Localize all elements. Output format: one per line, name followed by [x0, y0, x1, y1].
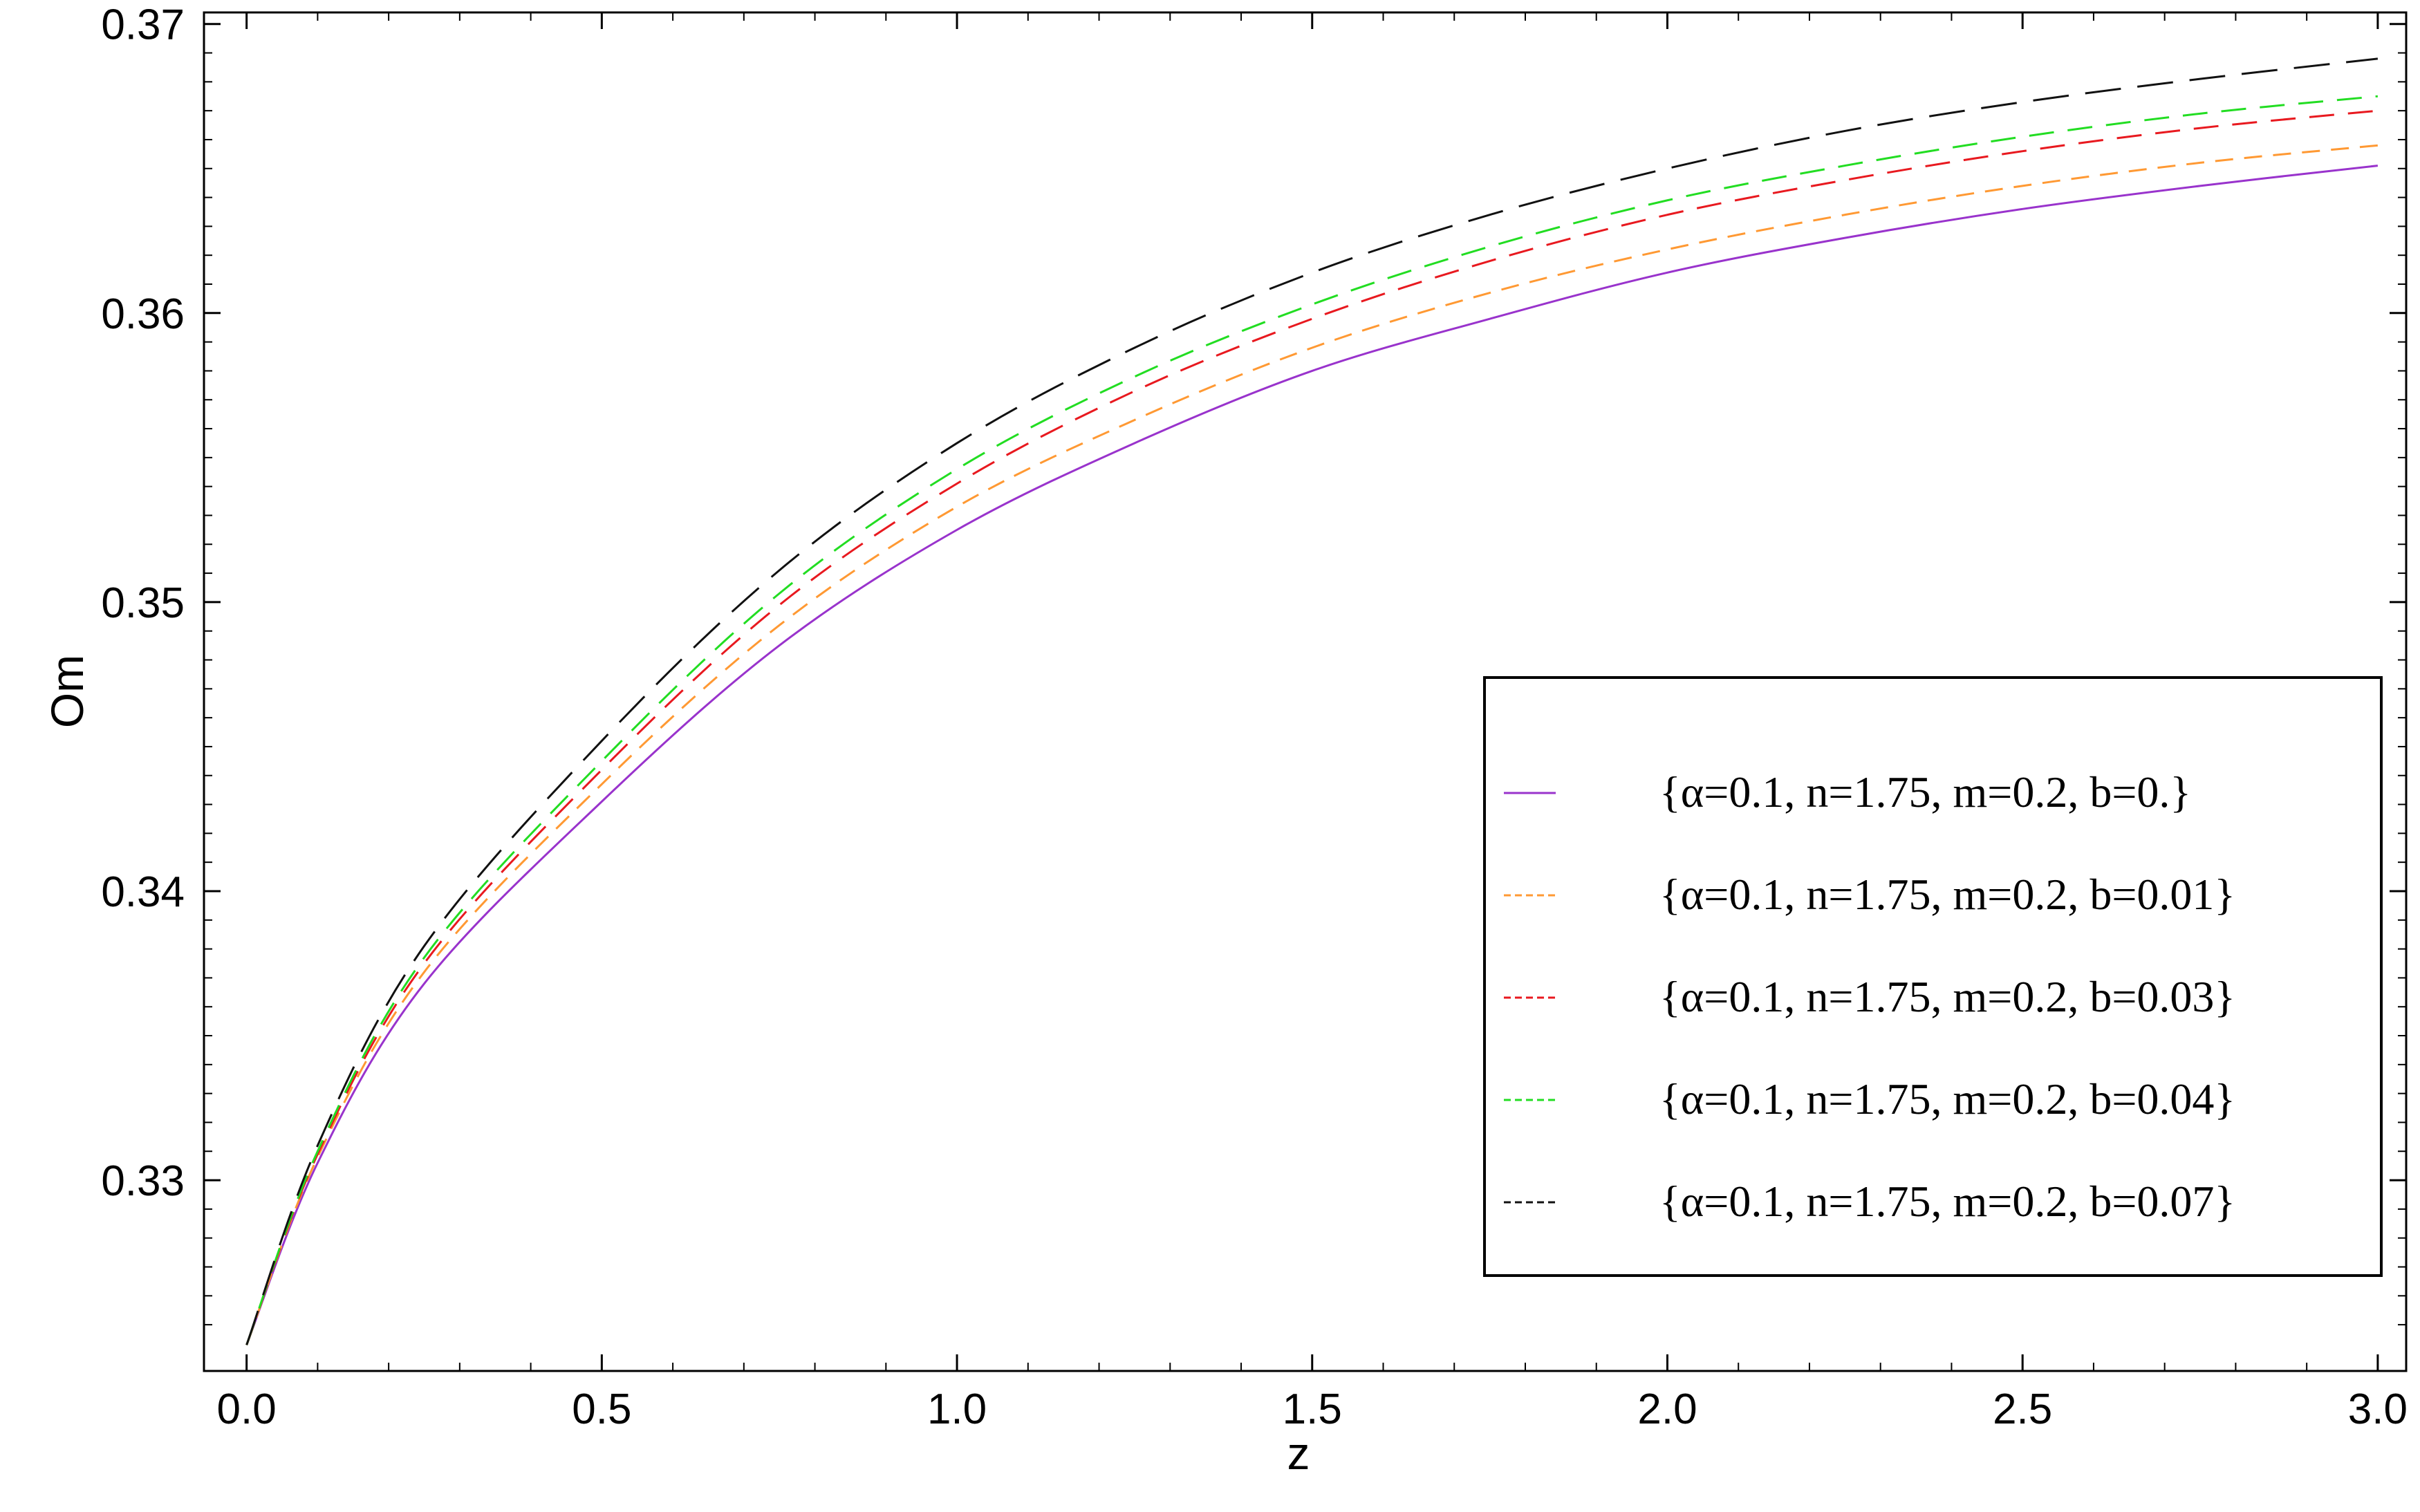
legend-box [1483, 676, 2383, 1277]
x-tick-label: 0.0 [217, 1385, 277, 1433]
legend-label-0: {α=0.1, n=1.75, m=0.2, b=0.} [1659, 767, 2191, 816]
legend-label-2: {α=0.1, n=1.75, m=0.2, b=0.03} [1659, 972, 2235, 1021]
series-line-3 [245, 95, 2379, 1345]
legend-entries: {α=0.1, n=1.75, m=0.2, b=0.} {α=0.1, n=1.… [1504, 767, 2235, 1226]
series-line-2 [245, 109, 2379, 1345]
x-tick-label: 2.5 [1993, 1385, 2052, 1433]
legend-label-3: {α=0.1, n=1.75, m=0.2, b=0.04} [1659, 1074, 2235, 1123]
y-tick-label: 0.36 [101, 290, 185, 338]
legend-label-4: {α=0.1, n=1.75, m=0.2, b=0.07} [1659, 1177, 2235, 1226]
y-tick-label: 0.37 [101, 1, 185, 49]
y-tick-label: 0.33 [101, 1157, 185, 1205]
x-axis-ticks: 0.0 0.5 1.0 1.5 2.0 2.5 3.0 [217, 12, 2408, 1433]
y-tick-label: 0.35 [101, 579, 185, 627]
series-line-0 [245, 165, 2379, 1345]
plot-frame [203, 11, 2408, 1372]
y-axis-ticks: 0.33 0.34 0.35 0.36 0.37 [101, 1, 2406, 1326]
legend-label-1: {α=0.1, n=1.75, m=0.2, b=0.01} [1659, 870, 2235, 919]
series-line-1 [245, 144, 2379, 1345]
x-axis-label: z [1287, 1428, 1310, 1479]
series-layer [245, 57, 2379, 1345]
x-tick-label: 1.5 [1283, 1385, 1342, 1433]
x-tick-label: 2.0 [1637, 1385, 1697, 1433]
y-tick-label: 0.34 [101, 868, 185, 916]
x-tick-label: 3.0 [2348, 1385, 2408, 1433]
series-line-4 [245, 57, 2379, 1345]
legend: {α=0.1, n=1.75, m=0.2, b=0.} {α=0.1, n=1.… [1483, 676, 2383, 1277]
y-axis-label: Om [41, 655, 93, 728]
x-tick-label: 1.0 [927, 1385, 987, 1433]
x-tick-label: 0.5 [572, 1385, 631, 1433]
